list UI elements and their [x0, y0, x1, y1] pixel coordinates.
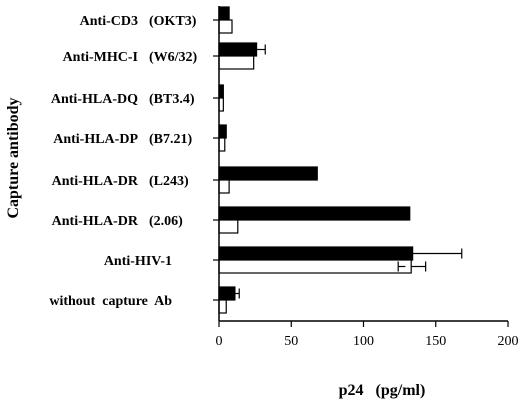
x-tick-label-150: 150	[425, 334, 446, 349]
x-ticks: 0 50 100 150 200	[216, 321, 519, 349]
category-labels: Anti-CD3 (OKT3) Anti-MHC-I (W6/32) Anti-HLA-…	[49, 14, 219, 309]
category-clone-4: (B7.21)	[149, 132, 193, 147]
bar-series1-cat4	[218, 124, 227, 139]
category-label-6: Anti-HLA-DR	[52, 214, 139, 229]
category-label-5: Anti-HLA-DR	[52, 174, 139, 189]
y-axis-title: Capture antibody	[5, 97, 22, 218]
category-label-8: without capture Ab	[49, 294, 172, 309]
category-clone-1: (OKT3)	[149, 14, 197, 29]
bar-series1-cat7	[218, 246, 414, 261]
bar-series2-cat7	[218, 259, 412, 274]
bar-series2-cat6	[218, 219, 239, 234]
bar-series2-cat5	[218, 179, 230, 194]
x-tick-label-100: 100	[353, 334, 374, 349]
bar-series1-cat5	[218, 166, 318, 181]
category-clone-6: (2.06)	[149, 214, 183, 229]
bars-layer	[218, 6, 463, 314]
category-label-3: Anti-HLA-DQ	[51, 92, 138, 107]
bar-series1-cat6	[218, 206, 411, 221]
bar-series1-cat8	[218, 286, 236, 301]
category-label-2: Anti-MHC-I	[63, 50, 138, 65]
bar-series2-cat4	[218, 137, 226, 152]
x-axis-title: p24 (pg/ml)	[339, 382, 426, 399]
category-clone-5: (L243)	[149, 174, 189, 189]
bar-series2-cat1	[218, 19, 233, 34]
x-tick-label-50: 50	[284, 334, 298, 349]
x-tick-label-0: 0	[216, 334, 223, 349]
bar-series2-cat2	[218, 55, 255, 70]
category-clone-2: (W6/32)	[149, 50, 198, 65]
category-label-1: Anti-CD3	[80, 14, 138, 29]
bar-series1-cat2	[218, 42, 258, 57]
bar-series1-cat1	[218, 6, 230, 21]
category-label-7: Anti-HIV-1	[104, 254, 172, 269]
bar-series2-cat8	[218, 299, 227, 314]
category-label-4: Anti-HLA-DP	[53, 132, 138, 147]
category-clone-3: (BT3.4)	[149, 92, 195, 107]
x-tick-label-200: 200	[498, 334, 519, 349]
